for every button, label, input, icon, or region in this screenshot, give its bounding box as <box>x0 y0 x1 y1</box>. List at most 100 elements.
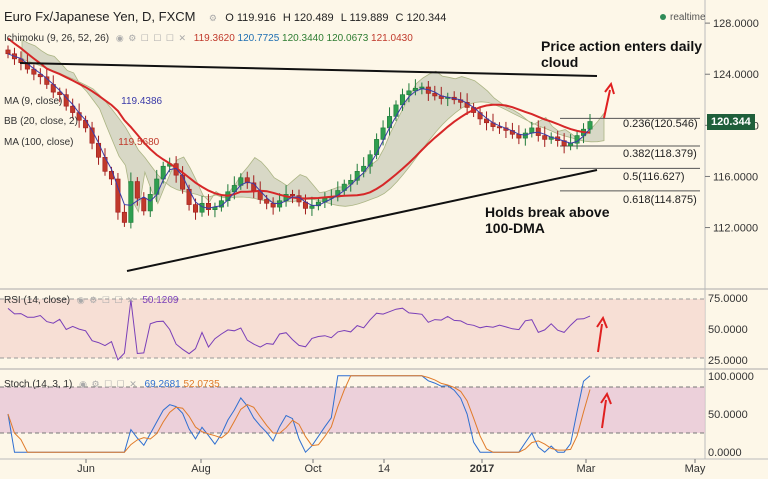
lower-trendline <box>126 169 598 272</box>
candle-body <box>290 194 296 196</box>
stoch-label: Stoch (14, 3, 1) <box>4 379 73 390</box>
candle-body <box>115 178 121 213</box>
fib-label-236: 0.236(120.546) <box>623 118 698 130</box>
price-tick-label: 112.0000 <box>713 223 758 235</box>
ichimoku-value: 120.0673 <box>326 33 369 44</box>
candle-body <box>380 127 386 140</box>
candle-body <box>205 202 211 210</box>
candle-body <box>361 165 367 172</box>
candle-body <box>231 185 237 193</box>
candle-body <box>419 86 425 89</box>
fib-label-382: 0.382(118.379) <box>623 148 697 160</box>
time-tick-label: Mar <box>577 463 596 475</box>
rsi-tick-label: 25.0000 <box>708 355 748 367</box>
ichimoku-value: 120.3440 <box>282 33 324 44</box>
rsi-band <box>0 299 705 358</box>
fib-lines <box>560 117 700 192</box>
candle-body <box>147 194 153 212</box>
open-value: 119.916 <box>236 12 276 24</box>
annotation-line: Price action enters daily <box>541 38 703 54</box>
rsi-line <box>7 299 591 361</box>
ichimoku-value: 119.3620 <box>193 33 235 44</box>
time-tick-label: Aug <box>191 463 211 475</box>
candle-body <box>5 49 11 55</box>
up-arrow-icon <box>596 315 608 353</box>
indicator-controls-icon[interactable]: ◉ ⚙ ☐ ☐ ✕ <box>79 379 138 389</box>
settings-icon[interactable]: ⚙ <box>208 13 218 23</box>
candle-body <box>141 197 147 212</box>
high-value: 120.489 <box>293 12 334 24</box>
stoch-band <box>0 387 705 433</box>
stoch-d-value: 52.0735 <box>183 379 220 390</box>
rsi-legend[interactable]: RSI (14, close) ◉ ⚙ ☐ ☐ ✕ 50.1209 <box>4 295 178 306</box>
candle-body <box>542 135 548 140</box>
chart-title: Euro Fx/Japanese Yen, D, FXCM <box>4 9 196 24</box>
rsi-tick-label: 75.0000 <box>708 293 748 305</box>
ichimoku-cloud <box>21 39 605 213</box>
candle-body <box>374 139 380 156</box>
time-tick-label: Jun <box>77 463 95 475</box>
time-tick-label: 2017 <box>470 463 494 475</box>
annotation-line: cloud <box>541 54 579 70</box>
candle-body <box>406 90 412 95</box>
indicator-controls-icon[interactable]: ◉ ⚙ ☐ ☐ ☐ ✕ <box>115 33 188 43</box>
annotation-dma: Holds break above 100-DMA <box>485 204 610 236</box>
candle-body <box>354 171 360 181</box>
candle-body <box>387 116 393 129</box>
stoch-tick-label: 100.0000 <box>708 371 754 383</box>
ma-100-value: 119.5680 <box>118 137 160 148</box>
up-arrow-icon <box>603 81 615 119</box>
ma-100-legend[interactable]: MA (100, close) 119.5680 <box>4 137 159 148</box>
candle-body <box>587 121 593 130</box>
price-tick-label: 128.0000 <box>713 18 759 30</box>
ma-fast-legend[interactable]: MA (9, close) 119.4386 <box>4 96 162 107</box>
time-tick-label: Oct <box>304 463 321 475</box>
close-value: 120.344 <box>406 12 447 24</box>
ma-100-label: MA (100, close) <box>4 137 74 148</box>
status-dot-icon <box>660 14 666 20</box>
time-axis: Jun Aug Oct 14 2017 Mar May <box>77 459 706 475</box>
symbol-header: Euro Fx/Japanese Yen, D, FXCM ⚙ O 119.91… <box>4 9 446 24</box>
candle-body <box>199 202 205 213</box>
indicator-controls-icon[interactable]: ◉ ⚙ ☐ ☐ ✕ <box>76 295 136 305</box>
last-price-tag: 120.344 <box>707 114 755 130</box>
candle-body <box>128 181 134 223</box>
stoch-tick-label: 50.0000 <box>708 409 748 421</box>
stoch-legend[interactable]: Stoch (14, 3, 1) ◉ ⚙ ☐ ☐ ✕ 69.2681 52.07… <box>4 379 220 390</box>
candle-body <box>484 118 490 124</box>
fib-label-618: 0.618(114.875) <box>623 194 697 206</box>
price-axis: 128.0000124.0000120.0000116.0000112.0000… <box>705 18 759 459</box>
ma-fast-label: MA (9, close) <box>4 96 63 107</box>
candle-body <box>70 105 76 113</box>
ichimoku-legend[interactable]: Ichimoku (9, 26, 52, 26) ◉ ⚙ ☐ ☐ ☐ ✕ 119… <box>4 33 413 44</box>
rsi-label: RSI (14, close) <box>4 295 71 306</box>
candle-body <box>264 199 270 204</box>
annotation-cloud: Price action enters daily cloud <box>541 38 702 70</box>
cloud-fill <box>21 39 605 213</box>
ma-fast-value: 119.4386 <box>121 96 163 107</box>
realtime-indicator: realtime <box>660 12 706 23</box>
candle-body <box>309 205 315 209</box>
bb-label: BB (20, close, 2) <box>4 116 78 127</box>
stoch-d-line <box>7 375 591 453</box>
bb-legend[interactable]: BB (20, close, 2) <box>4 116 78 127</box>
ichimoku-label: Ichimoku (9, 26, 52, 26) <box>4 33 110 44</box>
candle-body <box>193 204 199 213</box>
ma-fast-line <box>7 53 591 209</box>
ichimoku-value: 120.7725 <box>237 33 280 44</box>
stoch-k-value: 69.2681 <box>144 379 181 390</box>
candle-body <box>83 119 89 129</box>
candle-body <box>432 93 438 97</box>
candle-body <box>180 174 186 190</box>
candle-body <box>529 127 535 134</box>
upper-trendline <box>19 62 598 77</box>
up-arrow-icon <box>600 391 612 429</box>
candle-body <box>134 181 140 199</box>
fib-label-500: 0.5(116.627) <box>623 171 685 183</box>
realtime-label: realtime <box>670 12 706 23</box>
low-label: L <box>340 12 347 24</box>
price-tick-label: 124.0000 <box>713 69 759 81</box>
stoch-tick-label: 0.0000 <box>708 447 742 459</box>
close-label: C <box>395 12 404 24</box>
